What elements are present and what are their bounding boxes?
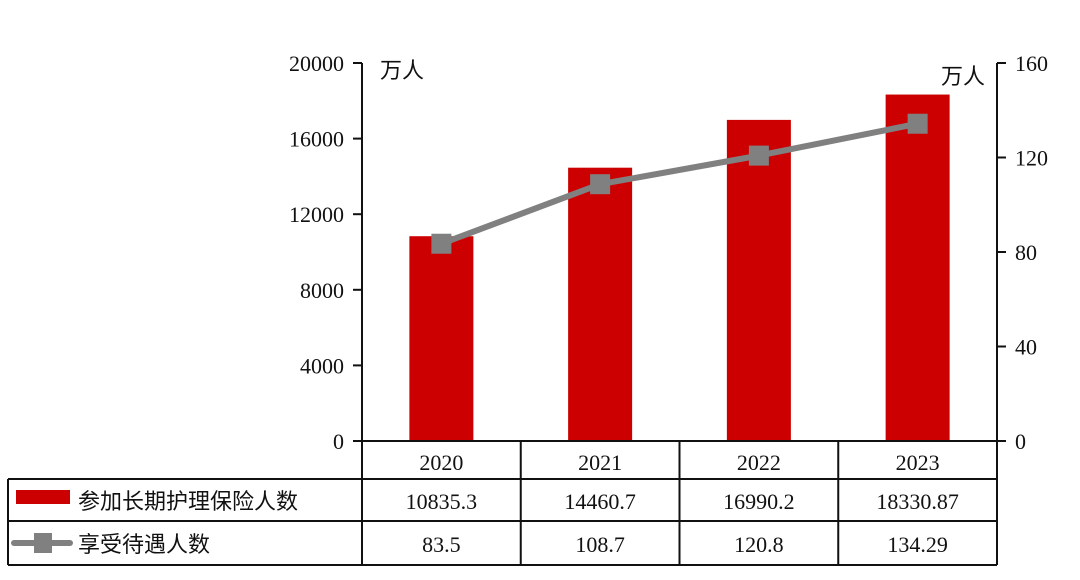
left-tick-label: 8000	[300, 278, 344, 303]
data-cell-line: 120.8	[734, 532, 784, 557]
line-marker-2020	[431, 233, 452, 254]
data-cell-bar: 14460.7	[564, 489, 636, 514]
category-label: 2020	[419, 450, 463, 475]
line-marker-2022	[748, 145, 769, 166]
legend-label-line: 享受待遇人数	[78, 533, 210, 558]
left-tick-label: 16000	[289, 127, 344, 152]
right-tick-label: 40	[1015, 335, 1037, 360]
data-cell-line: 108.7	[575, 532, 625, 557]
data-cell-bar: 10835.3	[406, 489, 478, 514]
right-tick-label: 160	[1015, 51, 1048, 76]
legend-line-marker	[34, 533, 52, 553]
bar-2022	[726, 119, 791, 441]
category-label: 2021	[578, 450, 622, 475]
line-series	[440, 120, 919, 247]
bar-2023	[885, 94, 950, 441]
data-cell-bar: 18330.87	[876, 489, 959, 514]
line-marker-2023	[907, 113, 928, 134]
right-tick-label: 80	[1015, 240, 1037, 265]
left-tick-label: 0	[333, 429, 344, 454]
data-cell-line: 83.5	[422, 532, 461, 557]
left-tick-label: 20000	[289, 51, 344, 76]
bar-2020	[409, 236, 474, 441]
left-axis-unit: 万人	[380, 59, 424, 84]
line-marker-2021	[590, 174, 611, 195]
bar-2021	[568, 167, 633, 442]
data-cell-bar: 16990.2	[723, 489, 795, 514]
left-tick-label: 4000	[300, 353, 344, 378]
data-cell-line: 134.29	[887, 532, 948, 557]
category-label: 2023	[896, 450, 940, 475]
right-tick-label: 0	[1015, 429, 1026, 454]
legend-bar-key	[16, 490, 70, 504]
right-tick-label: 120	[1015, 146, 1048, 171]
left-tick-label: 12000	[289, 202, 344, 227]
legend-label-bar: 参加长期护理保险人数	[78, 490, 298, 515]
category-label: 2022	[737, 450, 781, 475]
right-axis-unit: 万人	[941, 65, 985, 90]
